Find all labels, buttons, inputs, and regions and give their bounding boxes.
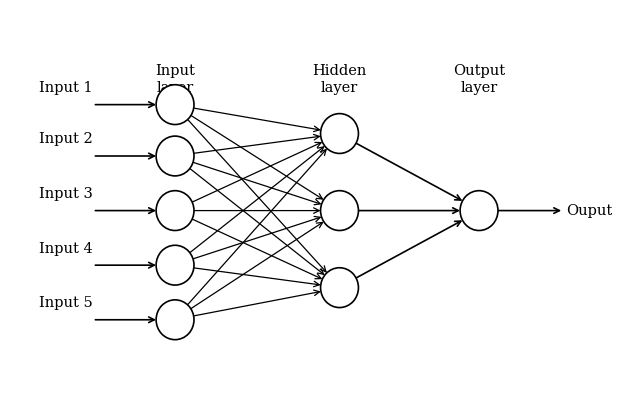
Ellipse shape [321, 113, 358, 153]
Ellipse shape [460, 191, 498, 231]
Text: Hidden
layer: Hidden layer [312, 65, 367, 95]
Text: Input 5: Input 5 [39, 296, 93, 310]
Text: Output
layer: Output layer [453, 65, 505, 95]
Text: Input 1: Input 1 [39, 81, 93, 95]
Ellipse shape [156, 85, 194, 125]
Ellipse shape [156, 245, 194, 285]
Ellipse shape [321, 191, 358, 231]
Text: Input 3: Input 3 [39, 187, 93, 201]
Text: Ouput: Ouput [566, 203, 613, 218]
Ellipse shape [156, 300, 194, 340]
Ellipse shape [156, 136, 194, 176]
Ellipse shape [321, 268, 358, 308]
Text: Input 2: Input 2 [39, 132, 93, 146]
Text: Input
layer: Input layer [155, 65, 195, 95]
Text: Input 4: Input 4 [39, 241, 93, 256]
Ellipse shape [156, 191, 194, 231]
